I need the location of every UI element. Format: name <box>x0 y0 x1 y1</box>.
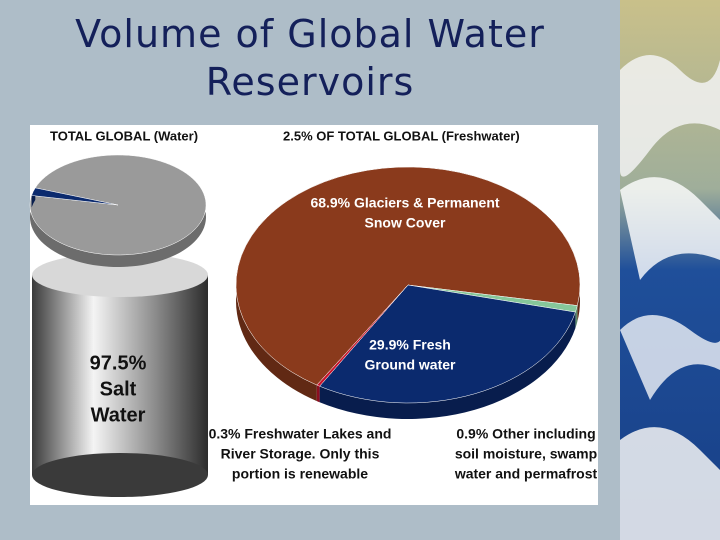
pie-slice <box>235 166 581 386</box>
data-label: Snow Cover <box>365 215 446 231</box>
slide-title: Volume of Global Water Reservoirs <box>75 12 545 104</box>
data-label: Ground water <box>364 357 456 373</box>
pie-slice-side <box>316 385 320 403</box>
data-label: 29.9% Fresh <box>369 337 451 353</box>
data-label: Salt <box>100 378 137 400</box>
data-label: 97.5% <box>90 352 147 374</box>
pie-slice-side <box>319 312 576 419</box>
chart-title: 2.5% OF TOTAL GLOBAL (Freshwater) <box>283 128 520 143</box>
pie-slice <box>31 187 119 206</box>
pie-slice <box>319 284 576 404</box>
cylinder <box>32 253 208 497</box>
data-label: water and permafrost <box>454 466 598 482</box>
pie-slice <box>316 284 409 387</box>
data-label: Water <box>91 404 146 426</box>
data-label: 68.9% Glaciers & Permanent <box>310 195 499 211</box>
data-label: 0.3% Freshwater Lakes and <box>209 426 392 442</box>
chart-title: TOTAL GLOBAL (Water) <box>50 128 198 143</box>
data-label: soil moisture, swamp <box>455 446 597 462</box>
wave-decoration <box>620 0 720 540</box>
data-label: River Storage. Only this <box>221 446 380 462</box>
data-label: portion is renewable <box>232 466 368 482</box>
data-label: 0.9% Other including <box>456 426 595 442</box>
